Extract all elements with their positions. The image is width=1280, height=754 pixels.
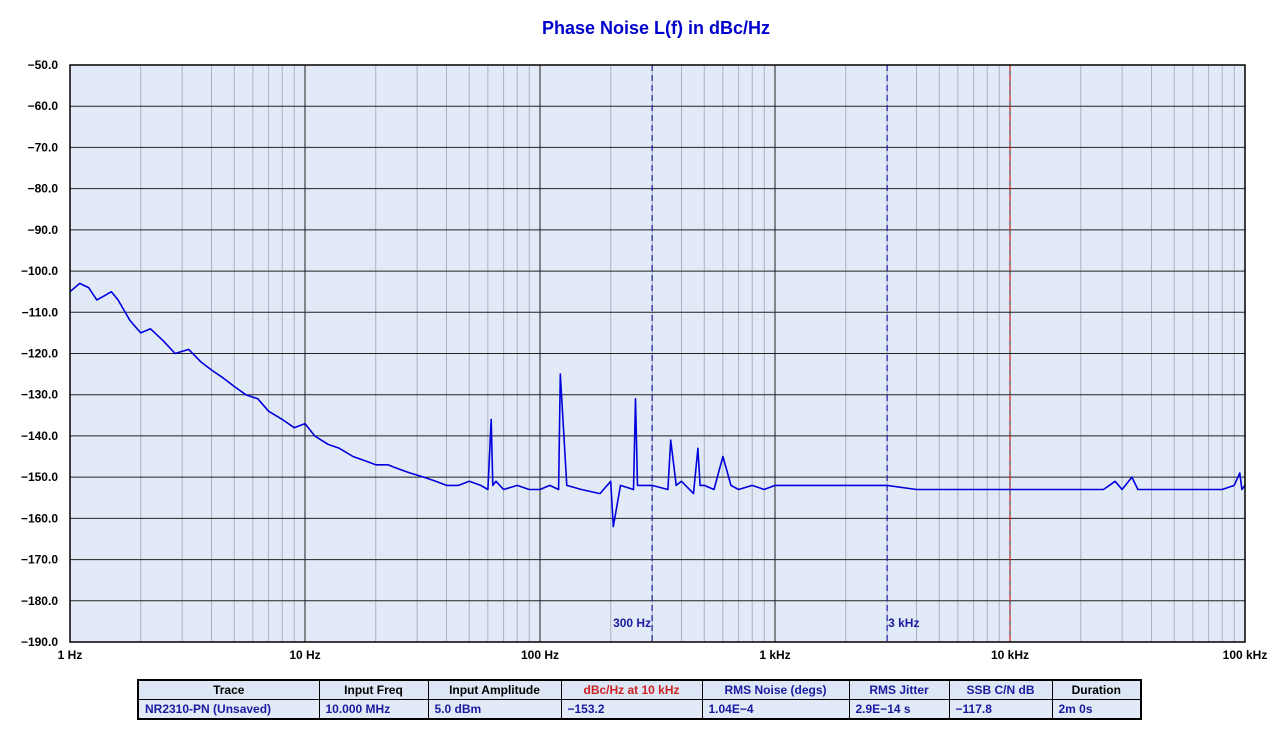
series-layer xyxy=(69,282,1246,528)
y-axis-ticks: −50.0 −60.0 −70.0 −80.0 −90.0 −100.0 −110.0 −12… xyxy=(21,58,58,649)
y-tick-label: −60.0 xyxy=(28,99,59,113)
y-tick-label: −130.0 xyxy=(21,388,58,402)
y-tick-label: −120.0 xyxy=(21,347,58,361)
table-value-cell: 1.04E−4 xyxy=(701,699,850,720)
y-tick-label: −90.0 xyxy=(28,223,59,237)
x-tick-label: 100 Hz xyxy=(521,648,559,662)
phase-noise-plot: 300 Hz 3 kHz −50.0 −60.0 −70.0 −80.0 −90.0 −10… xyxy=(21,58,1268,662)
table-value-cell: 5.0 dBm xyxy=(427,699,562,720)
table-header-cell: Duration xyxy=(1051,679,1142,700)
summary-table: Trace Input Freq Input Amplitude dBc/Hz at … xyxy=(137,679,1142,720)
x-tick-label: 10 Hz xyxy=(289,648,320,662)
table-header-cell: RMS Noise (degs) xyxy=(701,679,850,700)
table-value-cell: 2m 0s xyxy=(1051,699,1142,720)
x-tick-label: 100 kHz xyxy=(1223,648,1268,662)
x-axis-ticks: 1 Hz 10 Hz 100 Hz 1 kHz 10 kHz 100 kHz xyxy=(58,648,1268,662)
y-tick-label: −160.0 xyxy=(21,511,58,525)
table-header-cell: RMS Jitter xyxy=(848,679,950,700)
table-value-cell: −117.8 xyxy=(948,699,1053,720)
y-tick-label: −80.0 xyxy=(28,182,59,196)
marker-lines: 300 Hz 3 kHz xyxy=(613,65,1011,642)
table-header-cell: Trace xyxy=(137,679,320,700)
table-value-cell: NR2310-PN (Unsaved) xyxy=(137,699,320,720)
y-tick-label: −190.0 xyxy=(21,635,58,649)
table-value-cell: −153.2 xyxy=(560,699,703,720)
table-header-cell: dBc/Hz at 10 kHz xyxy=(560,679,703,700)
y-tick-label: −150.0 xyxy=(21,470,58,484)
y-tick-label: −170.0 xyxy=(21,553,58,567)
plot-border xyxy=(69,64,1246,643)
grid xyxy=(69,64,1246,643)
table-value-cell: 10.000 MHz xyxy=(318,699,429,720)
marker-label: 300 Hz xyxy=(613,616,651,630)
table-value-cell: 2.9E−14 s xyxy=(848,699,950,720)
y-tick-label: −70.0 xyxy=(28,140,59,154)
x-tick-label: 1 Hz xyxy=(58,648,83,662)
phase-noise-trace xyxy=(69,282,1246,528)
x-tick-label: 1 kHz xyxy=(759,648,790,662)
y-tick-label: −180.0 xyxy=(21,594,58,608)
x-tick-label: 10 kHz xyxy=(991,648,1029,662)
table-header-row: Trace Input Freq Input Amplitude dBc/Hz at … xyxy=(137,679,1142,700)
y-tick-label: −50.0 xyxy=(28,58,59,72)
table-value-row: NR2310-PN (Unsaved) 10.000 MHz 5.0 dBm −153… xyxy=(137,699,1142,720)
y-tick-label: −140.0 xyxy=(21,429,58,443)
y-tick-label: −110.0 xyxy=(22,305,59,319)
chart-title: Phase Noise L(f) in dBc/Hz xyxy=(541,18,771,38)
y-tick-label: −100.0 xyxy=(21,264,58,278)
table-header-cell: Input Freq xyxy=(318,679,429,700)
marker-label: 3 kHz xyxy=(888,616,919,630)
table-header-cell: SSB C/N dB xyxy=(948,679,1053,700)
table-header-cell: Input Amplitude xyxy=(427,679,562,700)
